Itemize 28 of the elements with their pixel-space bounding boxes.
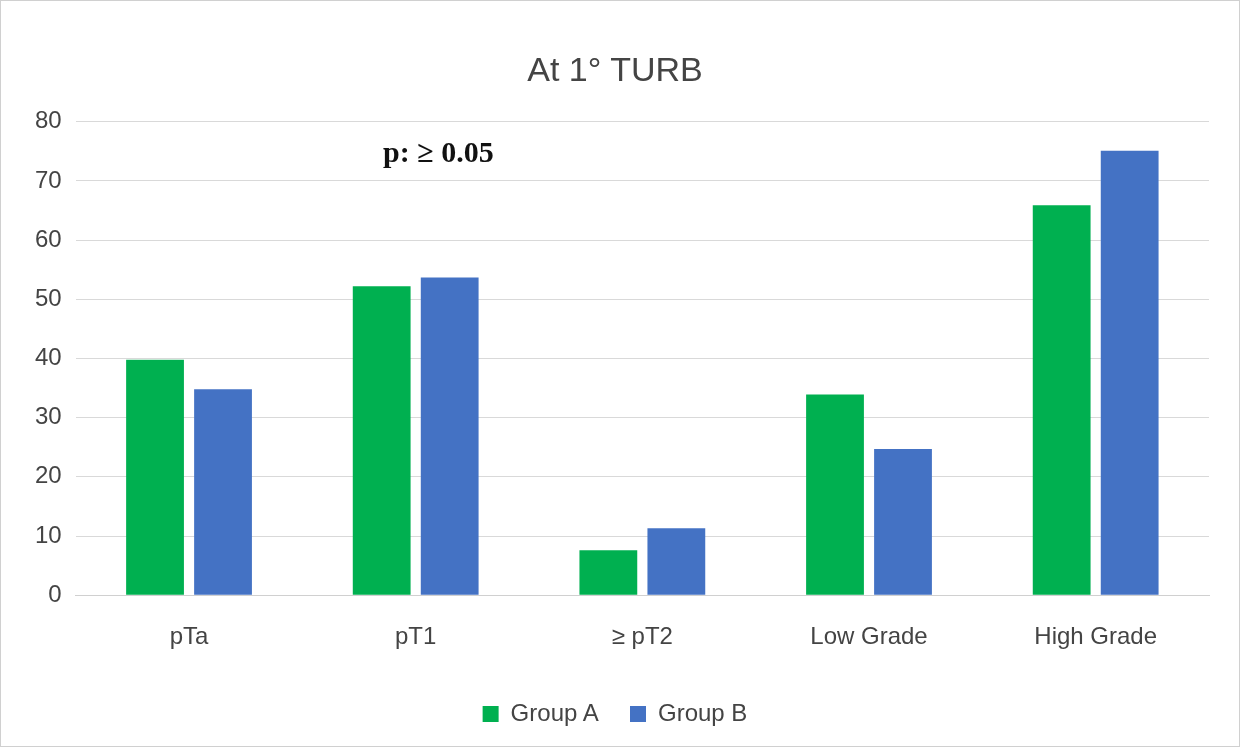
bar <box>194 389 252 595</box>
y-tick-label: 70 <box>34 165 62 193</box>
y-tick-label: 30 <box>34 402 62 430</box>
x-tick-label: Low Grade <box>810 622 928 650</box>
bar <box>874 449 932 595</box>
chart-title: At 1° TURB <box>527 49 703 88</box>
bar <box>420 277 479 595</box>
y-tick-label: 20 <box>34 461 62 489</box>
bar <box>126 359 184 595</box>
y-tick-label: 50 <box>34 283 62 311</box>
y-tick-label: 40 <box>34 343 62 371</box>
legend-label: Group A <box>510 698 599 726</box>
y-tick-label: 10 <box>34 520 62 548</box>
bar <box>1100 150 1159 595</box>
y-tick-label: 0 <box>48 579 62 607</box>
annotation: p: ≥ 0.05 <box>383 134 494 168</box>
y-tick-label: 80 <box>34 106 62 134</box>
x-tick-label: pT1 <box>395 622 437 650</box>
x-tick-label: pTa <box>169 622 210 650</box>
x-tick-label: ≥ pT2 <box>611 622 673 650</box>
legend-label: Group B <box>658 698 748 726</box>
bar <box>647 528 706 595</box>
bar <box>352 286 411 595</box>
bar <box>579 550 638 595</box>
bar <box>806 394 864 595</box>
x-tick-label: High Grade <box>1034 622 1158 650</box>
bar <box>1032 205 1091 595</box>
y-tick-label: 60 <box>34 224 62 252</box>
